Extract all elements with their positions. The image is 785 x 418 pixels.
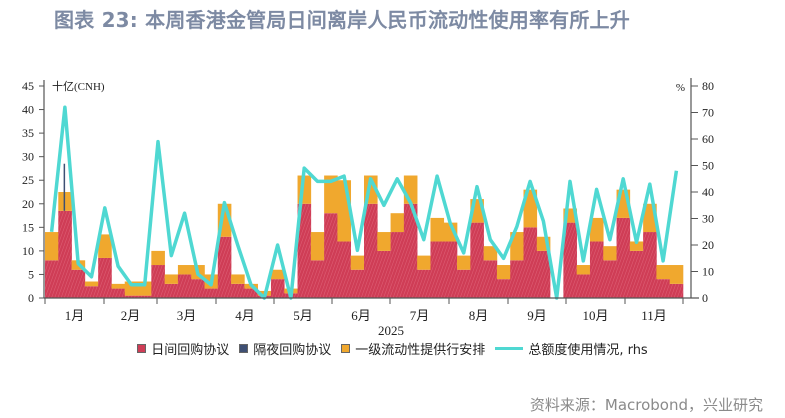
svg-text:20: 20: [702, 238, 714, 252]
svg-text:70: 70: [702, 106, 714, 120]
svg-text:2月: 2月: [121, 308, 141, 323]
svg-text:十亿(CNH): 十亿(CNH): [52, 79, 105, 93]
stacked-bars: [45, 163, 684, 298]
legend: 日间回购协议 隔夜回购协议 一级流动性提供行安排 总额度使用情况, rhs: [0, 339, 785, 358]
svg-text:45: 45: [22, 79, 34, 93]
svg-text:8月: 8月: [469, 308, 489, 323]
axes: 05101520253035404501020304050607080十亿(CN…: [22, 78, 714, 338]
svg-text:25: 25: [22, 173, 34, 187]
svg-text:0: 0: [28, 291, 34, 305]
legend-item-usage-rhs: 总额度使用情况, rhs: [495, 339, 648, 358]
svg-text:40: 40: [22, 103, 34, 117]
svg-text:40: 40: [702, 185, 714, 199]
legend-label: 隔夜回购协议: [253, 343, 332, 358]
liquidity-facility-swatch-icon: [341, 344, 351, 353]
chart-title: 图表 23: 本周香港金管局日间离岸人民币流动性使用率有所上升: [54, 8, 630, 32]
svg-text:5月: 5月: [293, 308, 313, 323]
svg-text:50: 50: [702, 159, 714, 173]
svg-text:60: 60: [702, 132, 714, 146]
svg-text:11月: 11月: [641, 308, 667, 323]
svg-text:10: 10: [702, 265, 714, 279]
usage-line-rhs: [49, 105, 679, 300]
svg-text:2025: 2025: [378, 323, 404, 338]
svg-text:0: 0: [702, 291, 708, 305]
svg-text:9月: 9月: [527, 308, 547, 323]
legend-item-liquidity-facility: 一级流动性提供行安排: [341, 339, 485, 358]
svg-text:30: 30: [22, 150, 34, 164]
source-note: 资料来源：Macrobond，兴业研究: [529, 396, 763, 414]
svg-text:20: 20: [22, 197, 34, 211]
legend-item-intraday-repo: 日间回购协议: [137, 339, 229, 358]
svg-text:4月: 4月: [235, 308, 255, 323]
legend-label: 总额度使用情况, rhs: [528, 343, 648, 358]
svg-text:15: 15: [22, 220, 34, 234]
svg-text:10月: 10月: [582, 308, 608, 323]
chart-area: 05101520253035404501020304050607080十亿(CN…: [22, 78, 714, 338]
svg-text:35: 35: [22, 126, 34, 140]
legend-label: 日间回购协议: [151, 343, 230, 358]
usage-line-swatch-icon: [495, 347, 524, 350]
intraday-repo-swatch-icon: [137, 344, 147, 353]
svg-text:3月: 3月: [177, 308, 197, 323]
svg-text:6月: 6月: [351, 308, 371, 323]
svg-text:1月: 1月: [65, 308, 85, 323]
svg-text:80: 80: [702, 79, 714, 93]
legend-item-overnight-repo: 隔夜回购协议: [239, 339, 331, 358]
overnight-repo-swatch-icon: [239, 344, 249, 353]
svg-text:7月: 7月: [410, 308, 430, 323]
legend-label: 一级流动性提供行安排: [355, 343, 486, 358]
svg-text:5: 5: [28, 267, 34, 281]
svg-text:%: %: [676, 82, 685, 94]
svg-text:30: 30: [702, 212, 714, 226]
svg-text:10: 10: [22, 244, 34, 258]
